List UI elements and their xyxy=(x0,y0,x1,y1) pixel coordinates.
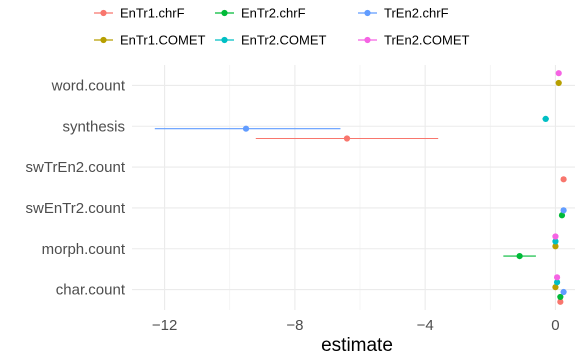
plot-panel xyxy=(132,65,575,310)
y-tick-label-swentr2-count: swEnTr2.count xyxy=(26,200,126,217)
chart-marks xyxy=(154,70,567,305)
legend-item-entr1-comet: EnTr1.COMET xyxy=(94,33,206,48)
y-tick-label-synthesis: synthesis xyxy=(62,118,125,135)
point-tren2-comet-morph-count xyxy=(552,233,559,240)
x-axis-labels: −12 −8 −4 0 xyxy=(152,317,560,334)
point-tren2-chrf-synthesis xyxy=(242,125,250,132)
legend-key-point xyxy=(364,9,371,17)
point-tren2-chrf-char-count xyxy=(560,288,567,296)
x-tick-label: −4 xyxy=(417,317,434,334)
legend-label: EnTr2.chrF xyxy=(241,6,306,21)
x-tick-label: −12 xyxy=(152,317,177,334)
y-axis-labels: word.count synthesis swTrEn2.count swEnTr2.… xyxy=(26,77,126,298)
legend-key-point xyxy=(221,9,228,17)
point-entr2-comet-morph-count xyxy=(552,238,559,245)
x-tick-label: −8 xyxy=(286,317,303,334)
legend-item-entr2-comet: EnTr2.COMET xyxy=(215,33,327,48)
legend-key-point xyxy=(100,9,107,17)
legend-label: TrEn2.chrF xyxy=(384,6,449,21)
point-entr2-comet-synthesis xyxy=(542,115,549,122)
point-entr1-chrf-char-count xyxy=(557,298,564,305)
x-axis-title: estimate xyxy=(321,335,393,356)
legend-key-point xyxy=(221,36,228,44)
point-entr2-chrf-char-count xyxy=(557,293,564,301)
legend-label: EnTr1.COMET xyxy=(120,33,206,48)
legend-item-tren2-chrf: TrEn2.chrF xyxy=(358,6,449,21)
point-entr1-comet-char-count xyxy=(552,284,559,291)
point-tren2-comet-word-count xyxy=(555,70,562,77)
point-entr2-chrf-morph-count xyxy=(516,253,523,260)
point-tren2-comet-char-count xyxy=(553,274,561,281)
point-tren2-chrf-swentr2-count xyxy=(560,207,567,214)
point-entr2-chrf-swentr2-count xyxy=(558,212,566,219)
legend-item-entr2-chrf: EnTr2.chrF xyxy=(215,6,306,21)
legend-item-tren2-comet: TrEn2.COMET xyxy=(358,33,470,48)
legend-key-point xyxy=(100,36,107,44)
point-entr1-comet-word-count xyxy=(555,79,562,87)
x-tick-label: 0 xyxy=(551,317,559,334)
point-entr1-chrf-swtren2-count xyxy=(560,176,567,183)
point-entr1-comet-morph-count xyxy=(552,243,559,250)
legend-label: EnTr1.chrF xyxy=(120,6,185,21)
grid-minor xyxy=(229,65,491,310)
y-tick-label-word-count: word.count xyxy=(51,77,126,94)
y-tick-label-morph-count: morph.count xyxy=(42,241,126,258)
legend: EnTr1.chrF EnTr2.chrF TrEn2.chrF EnTr1.COME… xyxy=(94,6,470,48)
y-tick-label-swtren2-count: swTrEn2.count xyxy=(26,159,126,176)
legend-label: TrEn2.COMET xyxy=(384,33,470,48)
y-tick-label-char-count: char.count xyxy=(56,282,126,299)
point-entr2-comet-char-count xyxy=(553,279,561,286)
legend-item-entr1-chrf: EnTr1.chrF xyxy=(94,6,185,21)
legend-label: EnTr2.COMET xyxy=(241,33,327,48)
legend-key-point xyxy=(364,36,371,44)
grid-major xyxy=(132,65,575,310)
point-entr1-chrf-synthesis xyxy=(343,135,351,142)
